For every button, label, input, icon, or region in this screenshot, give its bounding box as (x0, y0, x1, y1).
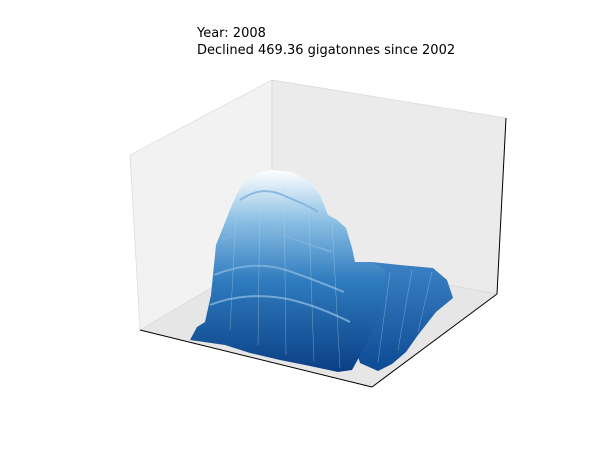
mesh-lines (229, 181, 433, 369)
mesh-line (331, 221, 341, 369)
y-axis-line (371, 293, 498, 388)
chart-title-year: Year: 2008 (197, 26, 266, 41)
z-axis-line (496, 117, 507, 295)
mesh-line (417, 271, 433, 333)
mesh-line (377, 271, 391, 363)
surface-plot (190, 170, 453, 372)
ridge-1 (239, 190, 319, 213)
mesh-line (283, 181, 287, 356)
mesh-line (307, 191, 315, 363)
mesh-line (397, 269, 413, 351)
ridge-4 (209, 295, 351, 323)
mesh-line (229, 214, 237, 331)
x-axis-line (139, 329, 373, 388)
ridge-2 (221, 228, 333, 253)
chart-title-decline: Declined 469.36 gigatonnes since 2002 (197, 43, 456, 58)
mesh-line (257, 189, 261, 346)
